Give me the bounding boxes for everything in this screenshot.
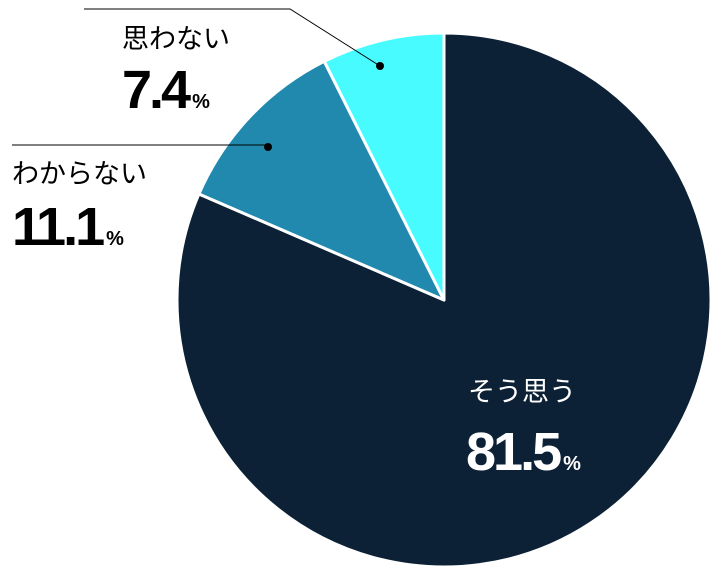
slice-value-wakaranai: 11.1% (12, 197, 124, 257)
slice-label-so-omou: そう思う (468, 377, 576, 408)
slice-value-so-omou: 81.5% (466, 422, 581, 482)
slice-label-wakaranai: わからない (12, 159, 147, 190)
slice-label-omowanai: 思わない (122, 24, 230, 55)
pie-slices (175, 31, 713, 569)
slice-omowanai (322, 31, 446, 302)
slice-wakaranai (197, 59, 446, 302)
leader-line-omowanai (84, 8, 381, 67)
leader-dot-wakaranai (264, 143, 272, 151)
leader-lines (12, 8, 384, 151)
slice-labels: そう思う 81.5 % わからない 11.1 % 思わない 7.4% (12, 24, 581, 482)
slice-value-omowanai: 7.4% (122, 60, 210, 120)
leader-dot-omowanai (376, 62, 384, 70)
